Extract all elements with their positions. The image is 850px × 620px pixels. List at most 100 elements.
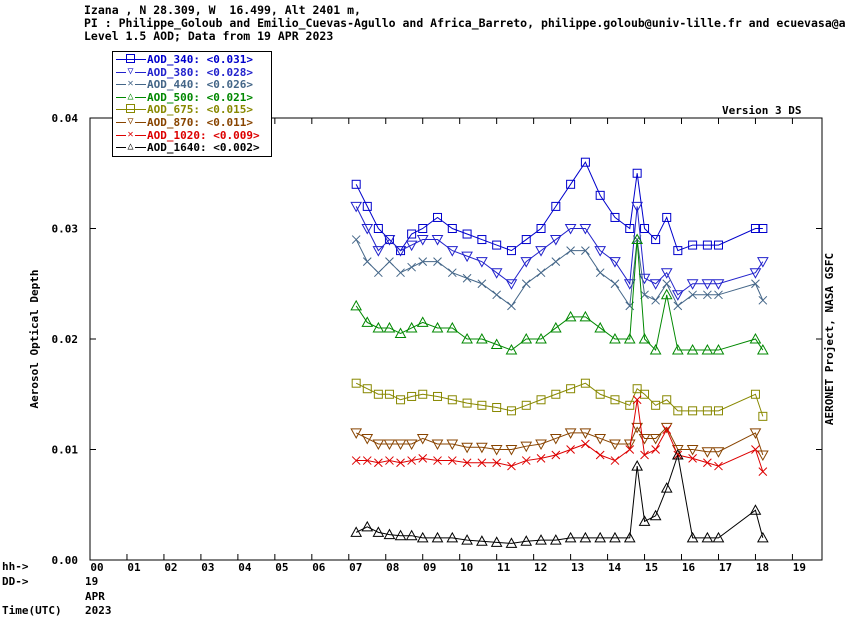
data-point xyxy=(407,229,417,239)
data-point xyxy=(492,290,502,300)
data-point xyxy=(712,279,725,290)
data-point xyxy=(394,529,407,541)
data-point xyxy=(610,279,620,289)
data-point xyxy=(758,467,768,476)
data-point xyxy=(660,422,673,434)
data-point xyxy=(396,395,406,405)
data-point xyxy=(372,526,385,537)
legend-marker-icon: ▽ xyxy=(126,116,135,127)
x-tick-label: 17 xyxy=(719,561,732,574)
data-point xyxy=(749,268,762,279)
data-point xyxy=(535,439,547,451)
x-tick-label: 16 xyxy=(682,561,696,574)
legend-label: AOD_1640: <0.002> xyxy=(147,141,260,155)
data-point xyxy=(660,268,673,279)
series-1 xyxy=(350,201,769,301)
header-line-1: Izana , N 28.309, W 16.499, Alt 2401 m, xyxy=(84,3,361,17)
data-point xyxy=(362,456,372,465)
data-point xyxy=(418,224,428,233)
x-tick-label: 00 xyxy=(90,561,103,574)
data-point xyxy=(758,295,768,305)
data-point xyxy=(407,262,416,272)
data-point xyxy=(673,406,683,416)
data-point xyxy=(631,460,644,471)
data-point xyxy=(446,531,459,543)
data-point xyxy=(686,445,699,456)
data-point xyxy=(749,504,762,515)
data-point xyxy=(686,344,699,355)
legend-item: △ AOD_1640: <0.002> xyxy=(113,141,271,154)
data-point xyxy=(362,257,372,267)
header-line-2: PI : Philippe_Goloub and Emilio_Cuevas-A… xyxy=(84,16,846,30)
legend-item: ✕ AOD_440: <0.026> xyxy=(113,78,271,91)
data-point xyxy=(477,279,487,289)
legend-marker-icon: ✕ xyxy=(126,128,135,140)
data-point xyxy=(651,295,660,305)
data-point xyxy=(520,257,533,268)
data-point xyxy=(350,299,363,311)
data-point xyxy=(566,384,576,394)
x-tick-label: 19 xyxy=(793,561,806,574)
data-point xyxy=(701,344,714,355)
data-point xyxy=(756,531,769,543)
data-point xyxy=(405,321,418,333)
data-point xyxy=(385,257,394,267)
data-point xyxy=(581,439,590,449)
data-point xyxy=(372,246,385,257)
data-point xyxy=(407,456,416,465)
data-point xyxy=(594,531,607,543)
legend-marker-icon: ✕ xyxy=(126,78,135,90)
data-point xyxy=(595,389,605,399)
data-point xyxy=(712,531,725,543)
data-point xyxy=(535,246,547,257)
data-point xyxy=(702,240,712,250)
data-point xyxy=(477,400,487,410)
series-line xyxy=(355,239,764,308)
data-point xyxy=(640,224,650,233)
series-7 xyxy=(350,448,769,548)
data-point xyxy=(405,240,418,252)
data-point xyxy=(703,290,712,300)
data-point xyxy=(749,428,762,439)
data-point xyxy=(703,458,712,468)
data-point xyxy=(507,461,516,471)
data-point xyxy=(688,290,697,300)
legend-marker-icon: △ xyxy=(126,141,135,153)
data-point xyxy=(671,344,684,355)
data-point xyxy=(581,246,590,255)
data-point xyxy=(394,246,407,257)
data-point xyxy=(416,316,429,327)
data-point xyxy=(490,268,503,279)
data-point xyxy=(416,531,429,543)
data-point xyxy=(433,257,442,267)
series-5 xyxy=(350,422,769,462)
x-tick-label: 01 xyxy=(127,561,141,574)
data-point xyxy=(461,332,473,344)
data-point xyxy=(520,332,533,344)
data-point xyxy=(660,288,673,300)
data-point xyxy=(383,235,396,246)
data-point xyxy=(535,332,547,344)
data-point xyxy=(372,321,385,333)
time-utc-label: Time(UTC) xyxy=(2,604,62,617)
data-point xyxy=(490,445,503,456)
data-point xyxy=(688,453,697,463)
data-point xyxy=(462,273,472,283)
data-point xyxy=(750,389,760,399)
legend-item: AOD_340: <0.031> xyxy=(113,53,271,66)
data-point xyxy=(751,279,760,289)
data-point xyxy=(662,212,672,222)
series-0 xyxy=(351,157,768,256)
legend-marker-icon: ▽ xyxy=(126,65,135,77)
data-point xyxy=(521,400,531,410)
data-point xyxy=(446,439,459,451)
y-tick-label: 0.01 xyxy=(52,444,79,457)
data-point xyxy=(462,229,472,239)
data-point xyxy=(631,201,644,213)
series-6 xyxy=(351,395,768,476)
data-point xyxy=(758,224,768,233)
data-point xyxy=(536,395,546,405)
data-point xyxy=(431,321,444,333)
data-point xyxy=(640,450,649,460)
